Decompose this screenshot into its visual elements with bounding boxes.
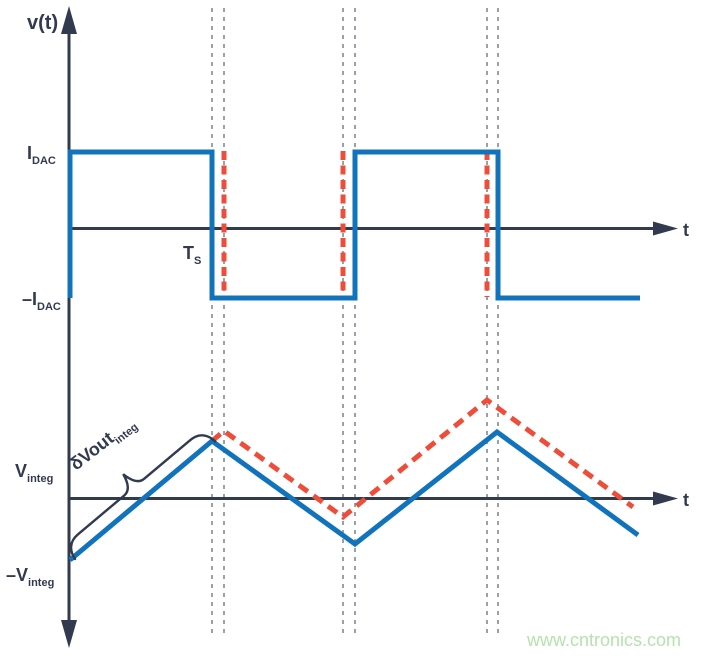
t-axis-bottom-arrow-icon [653,491,678,506]
switching-guide-lines [211,8,499,634]
top-waveform [67,149,640,301]
v-axis-down-arrow-icon [61,620,77,648]
label-neg-vinteg: –Vinteg [6,565,54,589]
label-t-top: t [683,220,689,240]
label-ts: TS [183,243,201,267]
t-axis-top-arrow-icon [653,221,678,236]
bottom-waveform [68,396,640,562]
integrator-output-blue [68,428,640,562]
v-axis-up-arrow-icon [61,6,77,34]
integrator-output-red-dashed [210,396,635,521]
label-neg-idac: –IDAC [22,289,61,313]
delta-vout-brace [69,434,217,561]
label-t-bottom: t [683,490,689,510]
watermark: www.cntronics.com [526,630,681,650]
dac-error-edges-red-dashed [221,151,490,297]
axes [61,6,678,648]
v-axis-title: v(t) [27,12,58,34]
label-vinteg: Vinteg [15,461,53,485]
dac-square-wave-blue [67,149,640,301]
label-idac: IDAC [27,143,56,167]
label-delta-vout-integ: δVoutinteg [66,412,141,478]
